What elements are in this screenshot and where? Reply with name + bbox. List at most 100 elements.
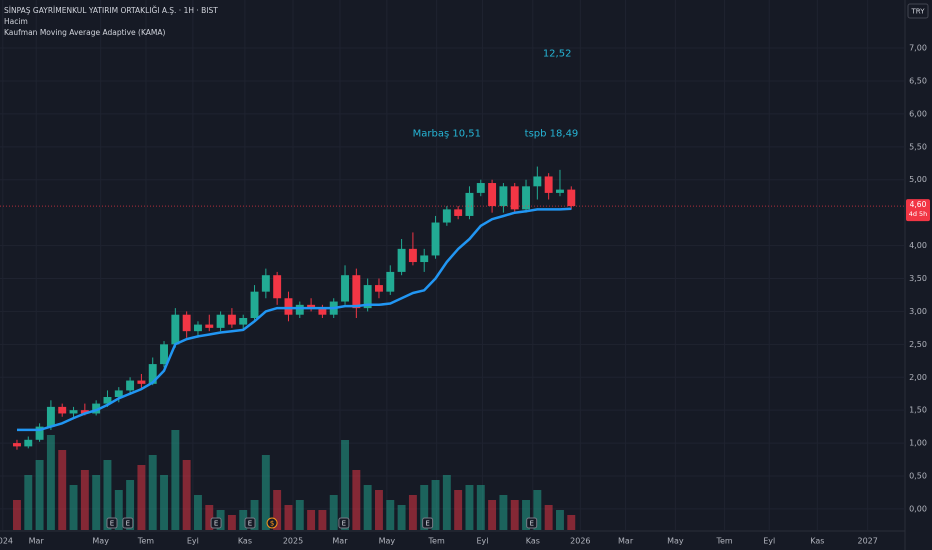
candle-body	[352, 275, 361, 309]
y-tick-label: 6,00	[909, 109, 927, 118]
candle-body	[205, 324, 214, 328]
volume-bar	[69, 485, 78, 530]
x-tick-label: Eyl	[187, 537, 199, 546]
candle-body	[318, 308, 327, 315]
candle-body	[273, 275, 282, 299]
x-tick-label: Kas	[238, 537, 252, 546]
candle-body	[148, 364, 157, 384]
candle-body	[442, 209, 451, 223]
x-tick-label: 2024	[0, 537, 13, 546]
candle-body	[341, 275, 349, 302]
chart-title: SİNPAŞ GAYRİMENKUL YATIRIM ORTAKLIĞI A.Ş…	[4, 6, 218, 15]
candle-body	[454, 209, 463, 216]
volume-bar	[24, 475, 33, 530]
candles	[13, 166, 576, 450]
x-tick-label: 2027	[857, 537, 877, 546]
indicator-label: Kaufman Moving Average Adaptive (KAMA)	[4, 28, 165, 37]
earnings-icon	[122, 517, 134, 529]
x-tick-label: May	[92, 537, 109, 546]
candle-body	[92, 403, 101, 414]
annotation: tspb 18,49	[525, 129, 579, 140]
candle-body	[544, 176, 553, 193]
volume-bar	[488, 500, 497, 530]
event-label: E	[214, 520, 218, 528]
volume-bar	[533, 490, 542, 530]
volume-bar	[465, 485, 474, 530]
y-tick-label: 3,00	[909, 307, 927, 316]
volume-bar	[103, 460, 112, 530]
volume-bar	[126, 480, 135, 530]
volume-bar	[273, 490, 282, 530]
candle-body	[160, 344, 168, 365]
candle-body	[114, 390, 123, 398]
x-tick-label: May	[379, 537, 396, 546]
y-tick-label: 5,00	[909, 175, 927, 184]
volume-bar	[397, 505, 406, 530]
candle-body	[69, 410, 78, 414]
candle-body	[24, 439, 33, 447]
candle-body	[137, 380, 146, 384]
candle-body	[499, 186, 508, 207]
event-label: E	[425, 520, 429, 528]
x-tick-label: 2025	[283, 537, 303, 546]
volume-bar	[148, 455, 157, 530]
volume-bar	[454, 490, 463, 530]
candle-body	[420, 255, 429, 263]
dividend-icon	[266, 517, 278, 529]
earnings-icon	[210, 517, 222, 529]
candle-body	[522, 186, 530, 210]
candle-body	[13, 443, 21, 447]
volume-pane	[13, 430, 576, 530]
volume-bar	[137, 465, 146, 530]
volume-bar	[307, 510, 316, 530]
volume-bar	[205, 505, 214, 530]
x-tick-label: 2026	[570, 537, 590, 546]
event-label: E	[529, 520, 533, 528]
earnings-icon	[526, 517, 538, 529]
candle-body	[510, 186, 519, 210]
volume-bar	[92, 475, 101, 530]
candle-body	[431, 222, 440, 256]
x-tick-label: Eyl	[763, 537, 775, 546]
earnings-icon	[244, 517, 256, 529]
last-price-box	[906, 199, 930, 222]
volume-bar	[194, 495, 202, 530]
y-tick-label: 0,00	[909, 504, 927, 513]
candle-body	[375, 285, 383, 292]
volume-bar	[114, 490, 123, 530]
earnings-icon	[422, 517, 434, 529]
candle-body	[103, 397, 112, 404]
annotation: Marbaş 10,51	[413, 129, 481, 140]
volume-bar	[408, 495, 417, 530]
y-tick-label: 6,50	[909, 76, 927, 85]
y-tick-label: 0,50	[909, 472, 927, 481]
volume-bar	[556, 510, 564, 530]
volume-bar	[544, 505, 553, 530]
volume-bar	[363, 485, 372, 530]
event-label: E	[342, 520, 346, 528]
volume-bar	[431, 480, 440, 530]
volume-bar	[522, 500, 530, 530]
volume-bar	[13, 500, 21, 530]
kama-line	[17, 207, 572, 432]
x-tick-label: Tem	[715, 537, 732, 546]
volume-bar	[80, 470, 89, 530]
y-tick-label: 3,50	[909, 274, 927, 283]
candle-body	[533, 176, 542, 187]
candle-body	[46, 406, 55, 427]
volume-bar	[227, 515, 236, 530]
x-tick-label: Tem	[428, 537, 445, 546]
candle-body	[465, 192, 474, 216]
currency-button[interactable]	[907, 3, 929, 19]
volume-bar	[58, 450, 67, 530]
candle-body	[194, 324, 202, 332]
volume-bar	[35, 460, 44, 530]
y-tick-label: 2,00	[909, 373, 927, 382]
earnings-icon	[338, 517, 350, 529]
currency-label[interactable]: TRY	[911, 8, 926, 16]
event-label: $	[270, 520, 274, 528]
volume-bar	[250, 500, 259, 530]
x-tick-label: Kas	[526, 537, 540, 546]
x-tick-label: Tem	[137, 537, 154, 546]
